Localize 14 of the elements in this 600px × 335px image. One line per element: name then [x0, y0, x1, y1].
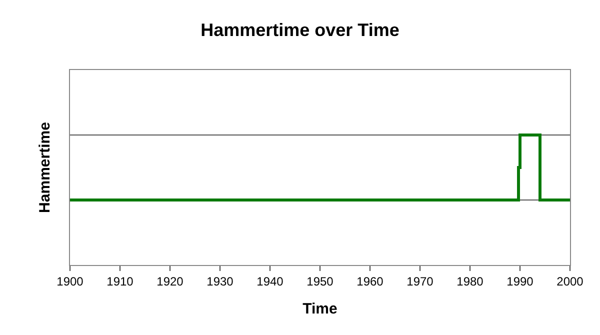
x-tick-label: 1970: [406, 274, 434, 288]
x-tick-label: 1910: [106, 274, 134, 288]
x-tick-label: 1960: [356, 274, 384, 288]
y-axis-title: Hammertime: [36, 122, 54, 213]
x-tick-label: 1940: [256, 274, 284, 288]
x-tick-label: 1990: [506, 274, 534, 288]
x-tick-label: 1920: [156, 274, 184, 288]
x-tick-label: 2000: [556, 274, 584, 288]
x-axis-title: Time: [302, 300, 338, 318]
x-tick-label: 1950: [306, 274, 334, 288]
x-tick-label: 1930: [206, 274, 234, 288]
chart-title: Hammertime over Time: [200, 20, 400, 40]
x-tick-label: 1900: [56, 274, 84, 288]
x-tick-label: 1980: [456, 274, 484, 288]
